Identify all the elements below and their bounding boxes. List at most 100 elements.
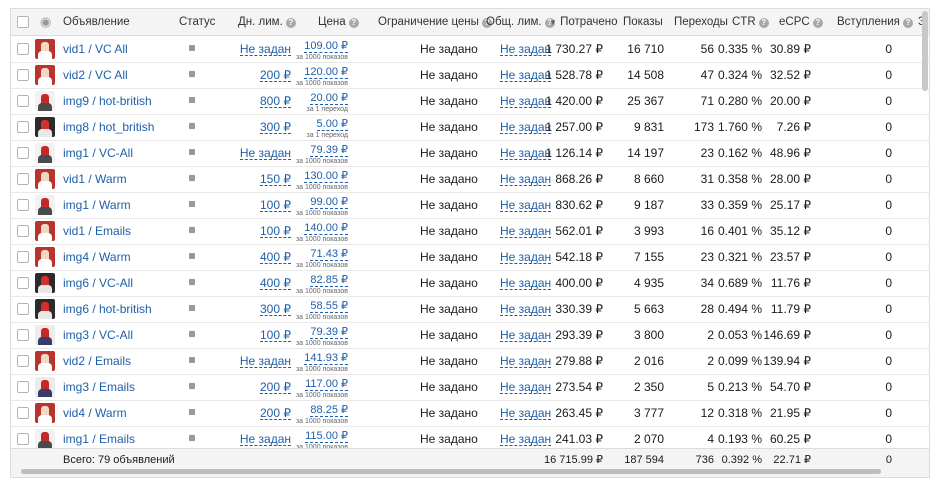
price-cell[interactable]: 79.39 ₽ за 1000 показов xyxy=(296,324,348,348)
price-value[interactable]: 120.00 ₽ xyxy=(304,66,348,79)
col-clicks[interactable]: Переходы xyxy=(674,16,728,28)
col-joins[interactable]: Вступления? xyxy=(837,9,913,35)
total-limit-link[interactable]: Не задан xyxy=(500,198,552,212)
price-value[interactable]: 115.00 ₽ xyxy=(305,430,348,443)
ad-thumbnail[interactable] xyxy=(35,65,55,85)
ad-name-link[interactable]: img8 / hot_british xyxy=(63,120,155,134)
price-cell[interactable]: 20.00 ₽ за 1 переход xyxy=(307,90,348,114)
price-cell[interactable]: 141.93 ₽ за 1000 показов xyxy=(296,350,348,374)
select-all-checkbox[interactable] xyxy=(17,16,29,28)
total-limit-link[interactable]: Не задан xyxy=(500,406,552,420)
price-value[interactable]: 99.00 ₽ xyxy=(310,196,348,209)
ad-name-link[interactable]: img1 / Emails xyxy=(63,432,136,446)
table-row[interactable]: vid1 / Emails 100 ₽ 140.00 ₽ за 1000 показо… xyxy=(11,218,929,245)
row-checkbox[interactable] xyxy=(17,121,29,133)
price-value[interactable]: 140.00 ₽ xyxy=(304,222,348,235)
price-value[interactable]: 88.25 ₽ xyxy=(310,404,348,417)
row-checkbox[interactable] xyxy=(17,251,29,263)
ad-name-link[interactable]: img3 / VC-All xyxy=(63,328,134,342)
row-checkbox[interactable] xyxy=(17,433,29,445)
price-cell[interactable]: 140.00 ₽ за 1000 показов xyxy=(296,220,348,244)
price-cell[interactable]: 82.85 ₽ за 1000 показов xyxy=(296,272,348,296)
daily-limit-link[interactable]: Не задан xyxy=(239,146,291,160)
total-limit-link[interactable]: Не задан xyxy=(500,250,552,264)
ad-name-link[interactable]: vid4 / Warm xyxy=(63,406,127,420)
ad-thumbnail[interactable] xyxy=(35,351,55,371)
ad-name-link[interactable]: img4 / Warm xyxy=(63,250,131,264)
ad-thumbnail[interactable] xyxy=(35,377,55,397)
ad-name-link[interactable]: vid1 / Emails xyxy=(63,224,132,238)
ad-name-link[interactable]: img1 / VC-All xyxy=(63,146,134,160)
row-checkbox[interactable] xyxy=(17,407,29,419)
table-row[interactable]: vid2 / VC All 200 ₽ 120.00 ₽ за 1000 показо… xyxy=(11,62,929,89)
total-limit-link[interactable]: Не задан xyxy=(500,172,552,186)
price-value[interactable]: 109.00 ₽ xyxy=(304,40,348,53)
price-cell[interactable]: 79.39 ₽ за 1000 показов xyxy=(296,142,348,166)
total-limit-link[interactable]: Не задан xyxy=(500,354,552,368)
price-value[interactable]: 20.00 ₽ xyxy=(310,92,348,105)
row-checkbox[interactable] xyxy=(17,95,29,107)
row-checkbox[interactable] xyxy=(17,277,29,289)
price-cell[interactable]: 71.43 ₽ за 1000 показов xyxy=(296,246,348,270)
daily-limit-link[interactable]: Не задан xyxy=(239,354,291,368)
ad-name-link[interactable]: img6 / hot-british xyxy=(63,302,152,316)
ad-name-link[interactable]: img3 / Emails xyxy=(63,380,136,394)
total-limit-link[interactable]: Не задан xyxy=(500,302,552,316)
price-value[interactable]: 141.93 ₽ xyxy=(304,352,348,365)
ad-name-link[interactable]: img6 / VC-All xyxy=(63,276,134,290)
total-limit-link[interactable]: Не задан xyxy=(500,328,552,342)
col-ad[interactable]: Объявление xyxy=(63,16,130,28)
ad-thumbnail[interactable] xyxy=(35,325,55,345)
row-checkbox[interactable] xyxy=(17,69,29,81)
col-status[interactable]: Статус xyxy=(179,16,216,28)
total-limit-link[interactable]: Не задан xyxy=(500,224,552,238)
ad-name-link[interactable]: vid1 / Warm xyxy=(63,172,127,186)
daily-limit-link[interactable]: 100 ₽ xyxy=(260,224,291,238)
price-value[interactable]: 5.00 ₽ xyxy=(316,118,348,131)
ad-thumbnail[interactable] xyxy=(35,91,55,111)
total-limit-link[interactable]: Не задан xyxy=(500,432,552,446)
daily-limit-link[interactable]: 300 ₽ xyxy=(260,120,291,134)
col-ctr[interactable]: CTR? xyxy=(732,9,769,35)
daily-limit-link[interactable]: 800 ₽ xyxy=(260,94,291,108)
daily-limit-link[interactable]: Не задан xyxy=(239,42,291,56)
ad-name-link[interactable]: img1 / Warm xyxy=(63,198,131,212)
daily-limit-link[interactable]: 100 ₽ xyxy=(260,198,291,212)
ad-name-link[interactable]: img9 / hot-british xyxy=(63,94,152,108)
horizontal-scrollbar[interactable] xyxy=(21,469,881,474)
price-value[interactable]: 71.43 ₽ xyxy=(310,248,348,261)
col-cut[interactable]: З xyxy=(918,9,925,35)
col-total-limit[interactable]: Общ. лим.? xyxy=(486,9,555,35)
table-row[interactable]: img1 / Warm 100 ₽ 99.00 ₽ за 1000 показов Не… xyxy=(11,192,929,219)
ad-thumbnail[interactable] xyxy=(35,273,55,293)
col-impressions[interactable]: Показы xyxy=(623,16,663,28)
table-row[interactable]: vid2 / Emails Не задан 141.93 ₽ за 1000 пок… xyxy=(11,348,929,375)
row-checkbox[interactable] xyxy=(17,199,29,211)
ad-thumbnail[interactable] xyxy=(35,429,55,449)
col-price-limit[interactable]: Ограничение цены? xyxy=(378,9,492,35)
eye-icon[interactable]: ◉ xyxy=(40,14,52,29)
ad-thumbnail[interactable] xyxy=(35,143,55,163)
row-checkbox[interactable] xyxy=(17,329,29,341)
price-cell[interactable]: 99.00 ₽ за 1000 показов xyxy=(296,194,348,218)
daily-limit-link[interactable]: 200 ₽ xyxy=(260,68,291,82)
table-row[interactable]: img3 / Emails 200 ₽ 117.00 ₽ за 1000 показо… xyxy=(11,374,929,401)
vertical-scrollbar[interactable] xyxy=(922,11,928,91)
total-limit-link[interactable]: Не задан xyxy=(500,276,552,290)
ad-thumbnail[interactable] xyxy=(35,195,55,215)
col-price[interactable]: Цена? xyxy=(318,9,359,35)
ad-thumbnail[interactable] xyxy=(35,221,55,241)
table-row[interactable]: img4 / Warm 400 ₽ 71.43 ₽ за 1000 показов Не… xyxy=(11,244,929,271)
table-row[interactable]: img1 / VC-All Не задан 79.39 ₽ за 1000 пока… xyxy=(11,140,929,167)
daily-limit-link[interactable]: 400 ₽ xyxy=(260,250,291,264)
price-cell[interactable]: 130.00 ₽ за 1000 показов xyxy=(296,168,348,192)
ad-name-link[interactable]: vid2 / VC All xyxy=(63,68,128,82)
price-cell[interactable]: 115.00 ₽за 1000 показов xyxy=(296,428,348,452)
ad-thumbnail[interactable] xyxy=(35,39,55,59)
daily-limit-link[interactable]: 200 ₽ xyxy=(260,380,291,394)
row-checkbox[interactable] xyxy=(17,381,29,393)
table-row[interactable]: vid4 / Warm 200 ₽ 88.25 ₽ за 1000 показов Не… xyxy=(11,400,929,427)
price-value[interactable]: 130.00 ₽ xyxy=(304,170,348,183)
daily-limit-link[interactable]: 200 ₽ xyxy=(260,406,291,420)
daily-limit-link[interactable]: Не задан xyxy=(239,432,291,446)
